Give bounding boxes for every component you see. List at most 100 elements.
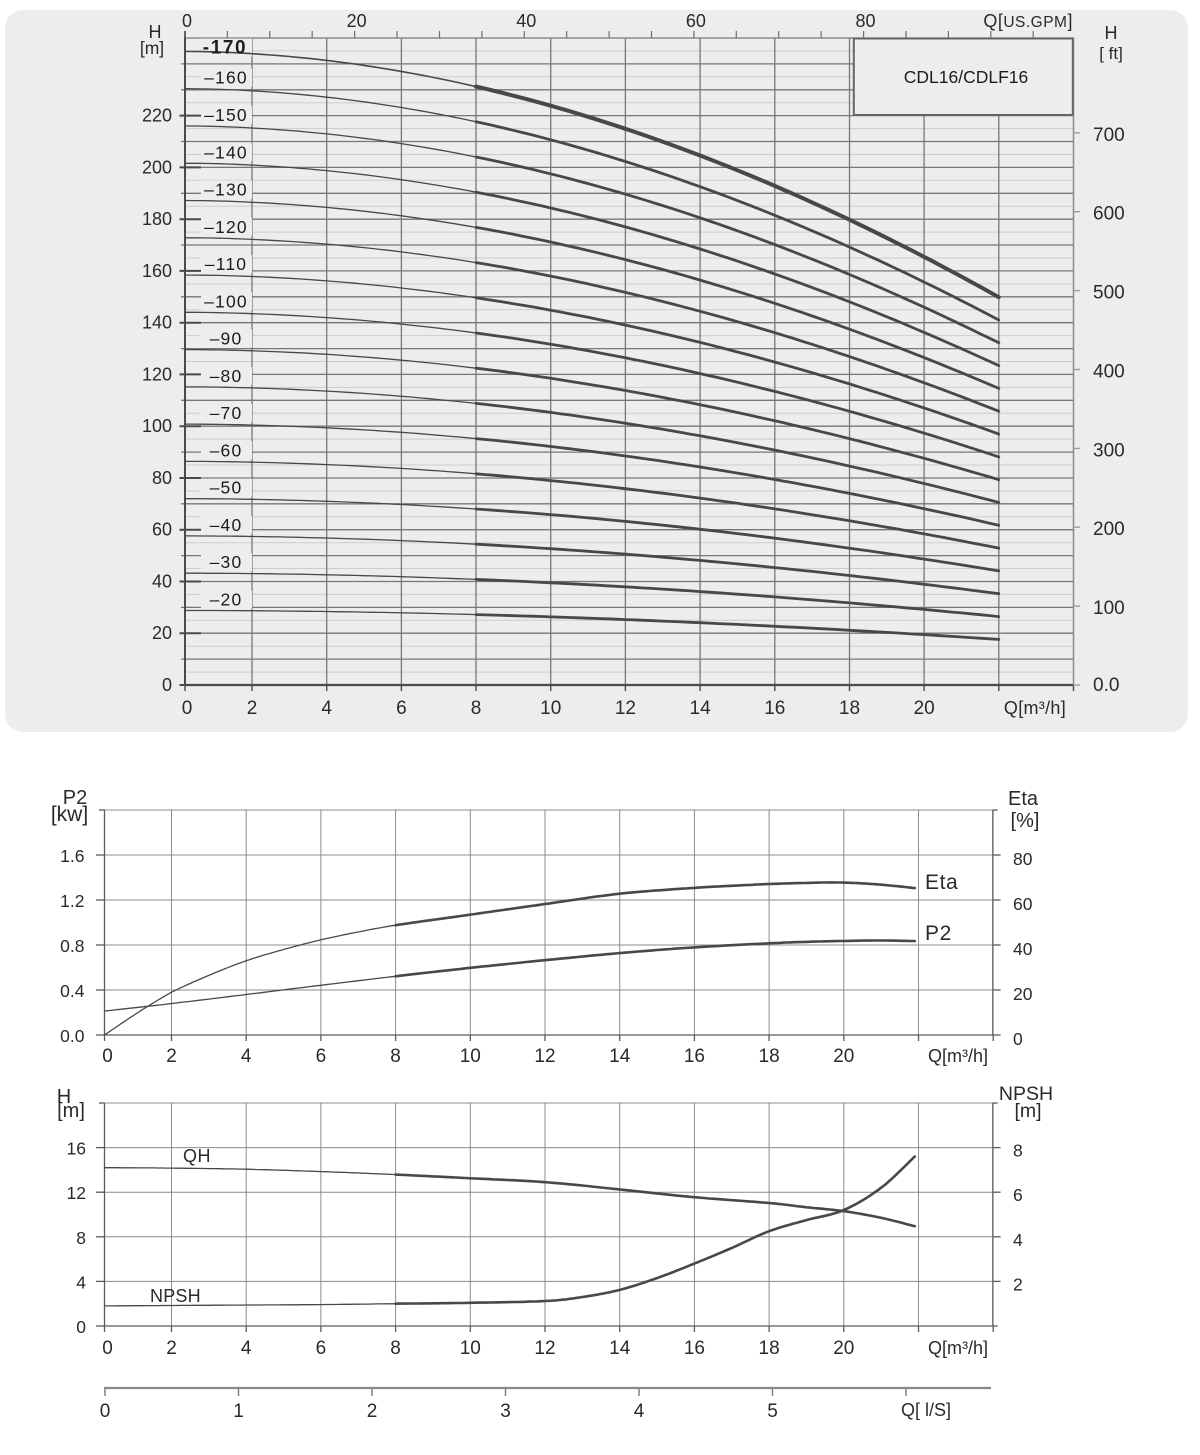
svg-text:80: 80 xyxy=(856,11,876,31)
svg-text:4: 4 xyxy=(76,1272,86,1292)
svg-text:NPSH: NPSH xyxy=(150,1286,201,1306)
svg-text:20: 20 xyxy=(914,698,935,719)
svg-text:400: 400 xyxy=(1093,362,1125,383)
svg-text:700: 700 xyxy=(1093,125,1125,146)
svg-text:10: 10 xyxy=(460,1338,481,1359)
svg-text:20: 20 xyxy=(833,1338,854,1359)
svg-text:8: 8 xyxy=(390,1338,401,1359)
svg-text:200: 200 xyxy=(1093,519,1125,540)
svg-text:[m]: [m] xyxy=(140,38,164,58)
svg-text:Eta: Eta xyxy=(925,871,958,894)
svg-text:4: 4 xyxy=(634,1401,645,1422)
svg-text:–20: –20 xyxy=(210,590,243,610)
svg-text:0.0: 0.0 xyxy=(60,1026,85,1046)
svg-text:180: 180 xyxy=(142,209,172,229)
svg-text:12: 12 xyxy=(67,1183,86,1203)
svg-text:14: 14 xyxy=(609,1046,631,1067)
svg-text:H: H xyxy=(149,22,162,42)
svg-text:2: 2 xyxy=(1013,1274,1023,1294)
svg-text:Eta: Eta xyxy=(1008,788,1039,810)
svg-text:4: 4 xyxy=(1013,1230,1023,1250)
svg-text:H: H xyxy=(1105,23,1118,43)
svg-text:0.4: 0.4 xyxy=(60,981,85,1001)
svg-text:–130: –130 xyxy=(204,180,248,200)
svg-text:60: 60 xyxy=(1013,894,1033,914)
svg-text:12: 12 xyxy=(615,698,636,719)
svg-text:1: 1 xyxy=(233,1401,244,1422)
svg-text:40: 40 xyxy=(1013,939,1033,959)
svg-text:14: 14 xyxy=(609,1338,631,1359)
svg-text:8: 8 xyxy=(471,698,482,719)
svg-text:4: 4 xyxy=(241,1338,252,1359)
svg-text:16: 16 xyxy=(684,1338,705,1359)
svg-text:NPSH: NPSH xyxy=(999,1083,1053,1105)
svg-text:300: 300 xyxy=(1093,440,1125,461)
svg-text:40: 40 xyxy=(516,11,536,31)
svg-text:6: 6 xyxy=(316,1046,327,1067)
svg-text:H: H xyxy=(57,1086,71,1108)
svg-text:–150: –150 xyxy=(204,105,248,125)
svg-text:Q[US.GPM]: Q[US.GPM] xyxy=(983,11,1073,31)
svg-text:QH: QH xyxy=(183,1146,211,1166)
svg-text:Q[m³/h]: Q[m³/h] xyxy=(928,1046,988,1066)
svg-text:[%]: [%] xyxy=(1011,810,1040,832)
svg-text:Q[ l/S]: Q[ l/S] xyxy=(901,1400,951,1420)
svg-text:100: 100 xyxy=(1093,598,1125,619)
svg-text:2: 2 xyxy=(166,1046,177,1067)
svg-text:0: 0 xyxy=(76,1317,86,1337)
svg-text:1.2: 1.2 xyxy=(60,891,84,911)
svg-text:0: 0 xyxy=(162,675,172,695)
svg-text:2: 2 xyxy=(247,698,258,719)
svg-text:CDL16/CDLF16: CDL16/CDLF16 xyxy=(904,67,1029,87)
svg-text:–100: –100 xyxy=(204,291,248,311)
svg-text:160: 160 xyxy=(142,261,172,281)
svg-text:2: 2 xyxy=(166,1338,177,1359)
svg-text:6: 6 xyxy=(316,1338,327,1359)
svg-text:[ ft]: [ ft] xyxy=(1099,44,1123,63)
svg-text:4: 4 xyxy=(241,1046,252,1067)
svg-text:3: 3 xyxy=(500,1401,511,1422)
svg-text:10: 10 xyxy=(540,698,561,719)
svg-text:220: 220 xyxy=(142,106,172,126)
svg-text:20: 20 xyxy=(347,11,367,31)
svg-text:5: 5 xyxy=(767,1401,778,1422)
svg-text:Q[m³/h]: Q[m³/h] xyxy=(1004,698,1066,718)
svg-text:18: 18 xyxy=(759,1046,780,1067)
svg-text:80: 80 xyxy=(1013,849,1033,869)
svg-text:–70: –70 xyxy=(210,403,243,423)
svg-text:0.8: 0.8 xyxy=(60,936,84,956)
svg-text:12: 12 xyxy=(534,1338,555,1359)
svg-text:100: 100 xyxy=(142,416,172,436)
svg-text:–110: –110 xyxy=(205,254,247,274)
svg-text:[kw]: [kw] xyxy=(51,803,88,826)
svg-text:20: 20 xyxy=(1013,984,1033,1004)
svg-text:80: 80 xyxy=(152,468,172,488)
svg-text:–50: –50 xyxy=(210,478,243,498)
svg-text:–80: –80 xyxy=(210,366,243,386)
svg-text:0: 0 xyxy=(102,1338,113,1359)
svg-text:18: 18 xyxy=(759,1338,780,1359)
svg-text:500: 500 xyxy=(1093,283,1125,304)
svg-text:16: 16 xyxy=(764,698,785,719)
svg-text:40: 40 xyxy=(152,572,172,592)
svg-text:–30: –30 xyxy=(210,552,243,572)
svg-text:8: 8 xyxy=(1013,1141,1023,1161)
svg-text:P2: P2 xyxy=(925,922,952,945)
svg-text:0: 0 xyxy=(182,698,193,719)
svg-text:16: 16 xyxy=(67,1139,86,1159)
svg-text:0: 0 xyxy=(100,1401,111,1422)
svg-text:6: 6 xyxy=(1013,1185,1023,1205)
svg-text:–120: –120 xyxy=(204,217,248,237)
svg-text:8: 8 xyxy=(76,1228,86,1248)
svg-text:60: 60 xyxy=(686,11,706,31)
svg-text:–90: –90 xyxy=(210,329,243,349)
svg-text:-170: -170 xyxy=(203,38,247,59)
svg-text:14: 14 xyxy=(690,698,712,719)
svg-text:Q[m³/h]: Q[m³/h] xyxy=(928,1338,988,1358)
svg-text:10: 10 xyxy=(460,1046,481,1067)
svg-text:–160: –160 xyxy=(204,68,248,88)
svg-text:1.6: 1.6 xyxy=(60,846,84,866)
svg-text:60: 60 xyxy=(152,520,172,540)
svg-text:18: 18 xyxy=(839,698,860,719)
svg-text:20: 20 xyxy=(152,623,172,643)
